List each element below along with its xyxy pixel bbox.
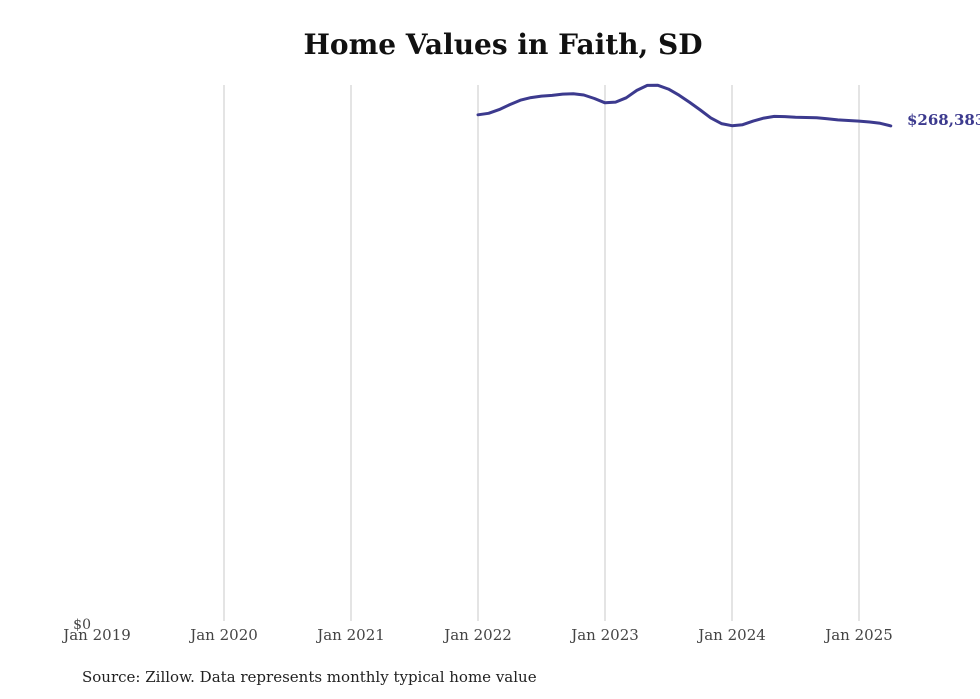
x-tick-label: Jan 2024 (696, 626, 766, 644)
end-value-label: $268,383 (907, 111, 980, 129)
x-tick-label: Jan 2019 (61, 626, 131, 644)
series-line (476, 83, 893, 128)
chart-title: Home Values in Faith, SD (303, 28, 703, 61)
source-note: Source: Zillow. Data represents monthly … (82, 668, 537, 686)
x-tick-label: Jan 2023 (569, 626, 639, 644)
x-tick-label: Jan 2025 (823, 626, 893, 644)
x-tick-label: Jan 2020 (188, 626, 258, 644)
y-tick-label: $0 (73, 617, 91, 633)
chart-plot: Jan 2019 Jan 2020 Jan 2021 Jan 2022 Jan 2023… (61, 83, 980, 644)
x-tick-label: Jan 2022 (442, 626, 512, 644)
x-tick-label: Jan 2021 (315, 626, 385, 644)
